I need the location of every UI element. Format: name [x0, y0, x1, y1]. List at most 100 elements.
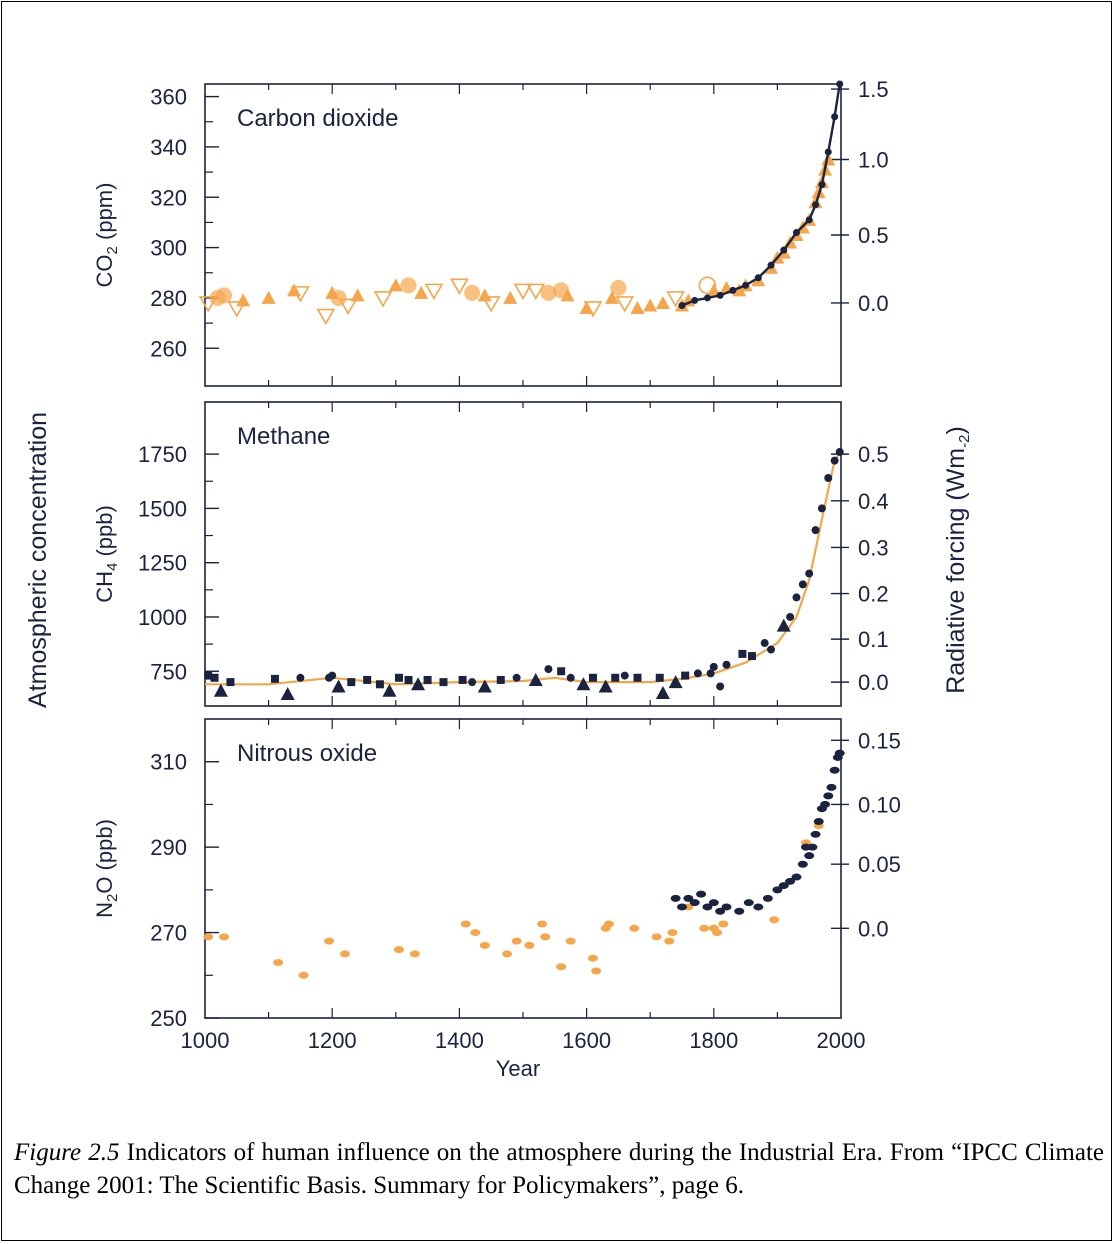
x-tick-label: 1400 [435, 1028, 484, 1053]
panel-title: Nitrous oxide [237, 740, 377, 767]
panel-1: 260 280 300 320 340 360 1.5 1.0 0.5 0.0 Carbon dio… [92, 77, 889, 387]
right-shared-label: Radiative forcing (Wm-2) [942, 426, 973, 694]
co2-record-line [681, 83, 841, 307]
data-point [409, 950, 420, 958]
y-tick-label: 280 [150, 286, 187, 311]
panel-title: Carbon dioxide [237, 105, 398, 132]
y2-tick-label: 1.0 [858, 148, 889, 173]
y-tick-label: 290 [150, 835, 187, 860]
data-point [797, 860, 808, 868]
y-tick-label: 320 [150, 185, 187, 210]
data-point [439, 678, 448, 687]
y2-tick-label: 0.5 [858, 223, 889, 248]
data-point [655, 673, 664, 682]
data-point [273, 958, 284, 966]
data-point [227, 301, 247, 318]
data-point [610, 279, 627, 296]
data-point [464, 284, 481, 301]
data-point [821, 152, 836, 166]
data-point [655, 685, 670, 699]
figure-caption: Figure 2.5 Indicators of human influence… [14, 1136, 1104, 1202]
x-tick-label: 1600 [562, 1028, 611, 1053]
data-point [810, 830, 821, 838]
data-point [820, 800, 831, 808]
panel-3: 250 270 290 310 0.15 0.10 0.05 0.0 Nitrous oxide… [92, 718, 901, 1081]
data-point [813, 818, 824, 826]
data-point [588, 673, 597, 682]
y2-tick-label: 0.2 [858, 582, 889, 607]
data-point [699, 924, 710, 932]
data-point [702, 903, 713, 911]
data-point [760, 639, 769, 648]
data-point [316, 308, 336, 326]
data-point [629, 924, 640, 932]
data-point [772, 886, 783, 894]
data-point [817, 504, 826, 513]
data-point [566, 673, 575, 682]
data-point [261, 290, 276, 304]
data-point [826, 783, 837, 791]
data-point [747, 652, 756, 661]
data-point [620, 671, 629, 680]
data-point [776, 618, 791, 632]
data-point [696, 890, 707, 898]
y2-tick-label: 0.3 [858, 535, 889, 560]
data-point [835, 447, 844, 456]
data-point [792, 593, 801, 602]
y-axis-label: CO2 (ppm) [92, 183, 121, 288]
data-point [830, 456, 839, 465]
data-point [721, 903, 732, 911]
y2-tick-label: 0.0 [858, 291, 889, 316]
data-point [651, 933, 662, 941]
x-tick-label: 1200 [308, 1028, 357, 1053]
data-point [603, 920, 614, 928]
data-point [347, 678, 356, 687]
y-tick-label: 1750 [138, 442, 187, 467]
data-point [769, 916, 780, 924]
data-point [479, 941, 490, 949]
data-point [226, 678, 235, 687]
data-point [414, 285, 429, 299]
data-point [706, 283, 721, 297]
y2-tick-label: 0.1 [858, 627, 889, 652]
data-point [450, 278, 469, 295]
data-point [718, 920, 729, 928]
data-point [807, 843, 818, 851]
data-point [513, 283, 533, 300]
data-point [716, 682, 725, 691]
data-point [339, 950, 350, 958]
data-point [503, 290, 518, 304]
data-point [753, 903, 764, 911]
y2-tick-label: 0.0 [858, 916, 889, 941]
data-point [328, 671, 337, 680]
data-point [236, 293, 251, 307]
data-point [576, 677, 591, 691]
data-point [560, 288, 575, 302]
data-point [502, 950, 513, 958]
x-tick-label: 2000 [817, 1028, 866, 1053]
data-point [693, 669, 702, 678]
left-shared-label: Atmospheric concentration [24, 412, 52, 708]
data-point [291, 286, 310, 303]
data-point [298, 971, 309, 979]
data-point [829, 766, 840, 774]
x-tick-label: 1000 [181, 1028, 230, 1053]
data-point [804, 852, 815, 860]
data-point [470, 929, 481, 937]
data-point [715, 907, 726, 915]
data-point [526, 283, 546, 300]
y-tick-label: 300 [150, 236, 187, 261]
data-point [477, 679, 492, 693]
data-point [798, 580, 807, 589]
data-point [823, 792, 834, 800]
y2-tick-label: 0.10 [858, 792, 901, 817]
data-point [481, 296, 501, 313]
y-tick-label: 310 [150, 750, 187, 775]
data-point [698, 276, 717, 295]
data-point [811, 526, 820, 535]
data-point [458, 675, 467, 684]
data-point [706, 669, 715, 678]
data-point [388, 278, 403, 292]
data-point [738, 649, 747, 658]
data-point [836, 80, 844, 88]
